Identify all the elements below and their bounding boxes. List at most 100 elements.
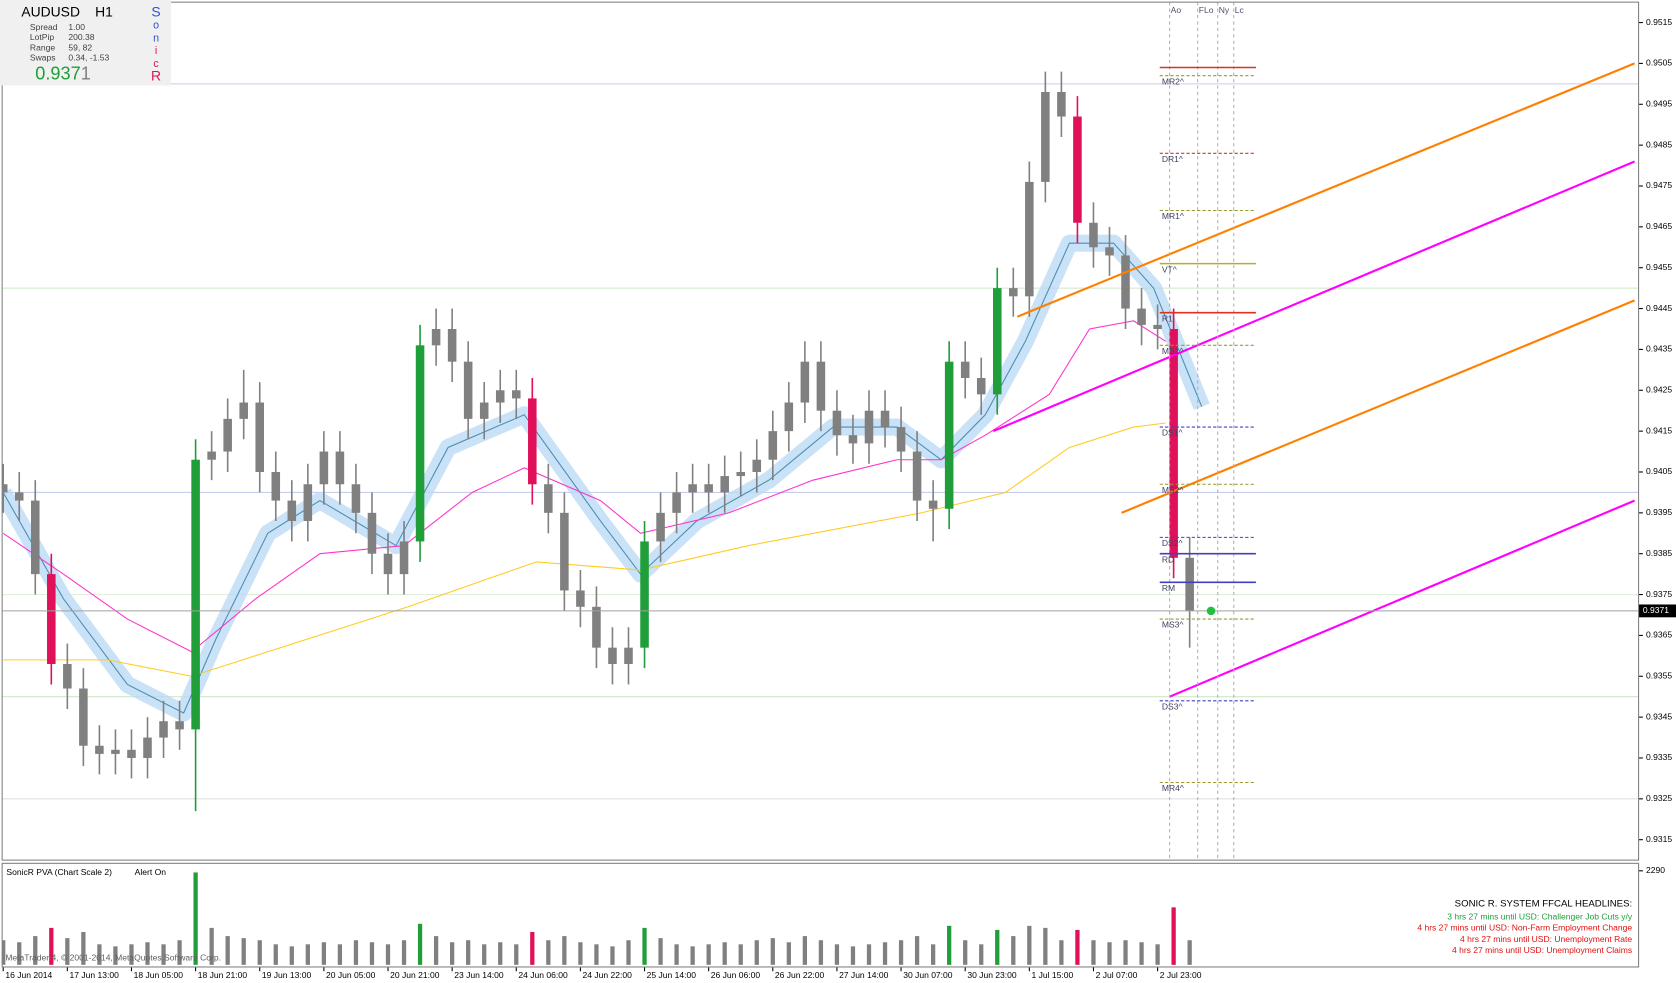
candle-body [207, 451, 216, 460]
x-tick-label: 30 Jun 07:00 [903, 970, 953, 980]
volume-bar [49, 927, 54, 965]
volume-bar [2, 940, 6, 965]
sonic-letter: i [155, 45, 157, 57]
y-tick-label: 0.9365 [1646, 630, 1672, 640]
candle-body [383, 553, 393, 575]
pivot-label: MR2^ [1162, 76, 1184, 86]
volume-bar [65, 938, 70, 965]
volume-bar [802, 936, 808, 965]
candle-body [143, 737, 152, 758]
candle-body [191, 459, 200, 730]
candle-body [1073, 116, 1082, 223]
pivot-label: DS2^ [1162, 538, 1183, 548]
trendline [992, 160, 1635, 433]
volume-bar [1027, 925, 1032, 965]
volume-bar [193, 872, 198, 965]
candle-body [1089, 222, 1098, 248]
volume-bar [866, 944, 872, 965]
candle-body [640, 541, 649, 648]
volume-bar [161, 944, 166, 965]
candle-body [528, 398, 537, 485]
volume-bar [466, 940, 471, 965]
candle-body [768, 431, 778, 460]
candle-body [175, 721, 184, 730]
copyright: MetaTrader 4, © 2001-2014, MetaQuotes So… [5, 953, 221, 963]
volume-bar [770, 938, 775, 965]
info-label: LotPip [30, 32, 54, 42]
volume-bar [722, 942, 727, 965]
volume-bar [995, 929, 1000, 965]
y-tick-label: 0.9475 [1646, 180, 1672, 190]
candle-body [1137, 308, 1146, 325]
candle-body [1025, 181, 1034, 297]
volume-bar [209, 927, 214, 965]
pivot-label: DR1^ [1162, 154, 1183, 164]
volume-bar [658, 938, 663, 965]
volume-border [1, 862, 1640, 968]
volume-bar [706, 944, 711, 965]
candle-body [63, 664, 72, 689]
volume-bar [417, 923, 423, 965]
candle-body [800, 361, 810, 403]
pivot-label: RM [1162, 583, 1175, 593]
volume-bar [754, 940, 759, 965]
x-tick-label: 24 Jun 22:00 [583, 970, 633, 980]
info-label: Spread [30, 22, 58, 32]
candle-body [79, 688, 88, 746]
volume-bar [610, 946, 615, 965]
y-tick-label: 0.9425 [1646, 385, 1672, 395]
candle-body [848, 435, 858, 444]
x-tick-label: 27 Jun 14:00 [839, 970, 889, 980]
ma-line [2, 320, 1166, 653]
volume-bar [337, 944, 343, 965]
y-tick-label: 0.9435 [1646, 344, 1672, 354]
pivot-label: MS3^ [1162, 620, 1184, 630]
candle-body [399, 541, 409, 575]
candle-body [544, 484, 553, 513]
candle-body [111, 749, 120, 754]
volume-bar [385, 944, 391, 965]
sonic-letter: n [153, 32, 159, 44]
x-tick-label: 19 Jun 13:00 [262, 970, 312, 980]
volume-bar [834, 944, 840, 965]
volume-bar [963, 940, 968, 965]
volume-bar [17, 942, 22, 965]
volume-bar [1155, 944, 1160, 965]
candle-body [928, 500, 938, 509]
candle-body [415, 345, 425, 542]
volume-bar [786, 942, 791, 965]
y-tick-label: 0.9405 [1646, 466, 1672, 476]
volume-bar [498, 942, 503, 965]
headline: 4 hrs 27 mins until USD: Unemployment Ra… [1460, 934, 1632, 944]
info-value: 1.00 [68, 22, 85, 32]
candle-body [463, 361, 473, 419]
candle-body [479, 402, 489, 419]
candle-body [1185, 557, 1194, 611]
volume-bar [674, 944, 679, 965]
candle-body [159, 721, 168, 738]
volume-bar [145, 942, 150, 965]
volume-bar [1187, 940, 1192, 965]
y-tick-label: 0.9485 [1646, 139, 1672, 149]
pivot-label: VT^ [1162, 264, 1177, 274]
candle-body [736, 471, 746, 477]
y-tick-label: 0.9385 [1646, 548, 1672, 558]
x-tick-label: 17 Jun 13:00 [69, 970, 119, 980]
headline: 4 hrs 27 mins until USD: Non-Farm Employ… [1417, 923, 1632, 933]
candle-body [127, 749, 136, 758]
x-tick-label: 18 Jun 05:00 [134, 970, 184, 980]
candle-body [992, 288, 1002, 395]
volume-bar [818, 940, 824, 965]
candle-body [335, 451, 345, 485]
y-tick-label: 0.9505 [1646, 58, 1672, 68]
candle-body [1057, 92, 1066, 117]
info-value: 59, 82 [68, 42, 92, 52]
x-tick-label: 20 Jun 05:00 [326, 970, 376, 980]
volume-bar [449, 942, 455, 965]
info-panel [0, 0, 172, 86]
candle-body [896, 427, 906, 452]
current-price-box [1638, 604, 1676, 618]
sonic-letter: c [153, 58, 159, 70]
volume-title: SonicR PVA (Chart Scale 2) [6, 867, 112, 877]
x-tick-label: 30 Jun 23:00 [967, 970, 1017, 980]
